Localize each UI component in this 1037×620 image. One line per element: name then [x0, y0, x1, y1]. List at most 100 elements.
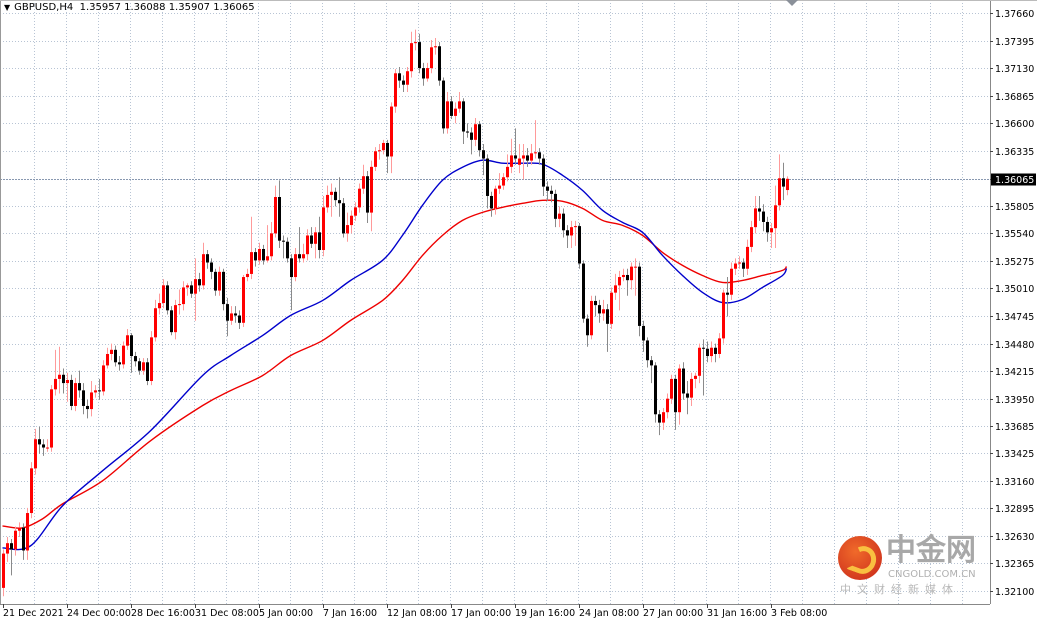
open-value: 1.35957 — [79, 2, 121, 13]
candle — [106, 347, 109, 369]
candle-body — [362, 176, 365, 189]
candle — [414, 29, 417, 51]
candle-body — [610, 292, 613, 324]
candle-body — [366, 176, 369, 213]
candle-body — [182, 287, 185, 305]
candle — [750, 220, 753, 253]
candle — [274, 185, 277, 238]
ma-fast-line — [2, 159, 788, 551]
price-label: 1.33425 — [995, 449, 1034, 460]
candle-body — [258, 248, 261, 261]
candle-body — [758, 208, 761, 212]
candle-body — [574, 226, 577, 228]
candle — [654, 362, 657, 423]
candle — [390, 102, 393, 174]
candle-body — [634, 266, 637, 268]
candle — [574, 220, 577, 246]
candle-body — [38, 439, 41, 445]
candle-body — [786, 178, 789, 191]
candle-body — [698, 347, 701, 376]
candle — [598, 299, 601, 323]
candle-body — [394, 73, 397, 107]
candle-body — [70, 379, 73, 406]
candle — [554, 189, 557, 228]
candle — [322, 195, 325, 257]
candle — [370, 160, 373, 232]
price-axis[interactable]: 1.37660 1.37395 1.37130 1.36865 1.36600 1.363… — [990, 9, 1036, 598]
candle — [410, 31, 413, 78]
candle-body — [602, 309, 605, 314]
candle-body — [694, 375, 697, 379]
candle — [330, 183, 333, 217]
candle — [482, 143, 485, 176]
time-label: 28 Dec 16:00 — [131, 608, 195, 619]
candle — [590, 295, 593, 340]
candle — [230, 306, 233, 325]
candle-body — [690, 378, 693, 398]
time-axis[interactable]: 21 Dec 2021 24 Dec 00:00 28 Dec 16:00 31 De… — [3, 604, 827, 619]
candle — [650, 356, 653, 384]
candle-body — [746, 246, 749, 269]
candle — [618, 270, 621, 311]
candle-body — [518, 158, 521, 165]
candle-body — [678, 368, 681, 413]
candle — [270, 221, 273, 261]
candle-body — [590, 300, 593, 336]
candle — [318, 216, 321, 259]
candle-body — [454, 108, 457, 116]
candle — [462, 98, 465, 144]
candle — [506, 154, 509, 182]
candle — [134, 351, 137, 367]
dropdown-triangle-icon[interactable]: ▼ — [4, 3, 11, 12]
candle — [338, 177, 341, 217]
candle-body — [766, 221, 769, 233]
candle-body — [614, 285, 617, 293]
candle — [478, 121, 481, 157]
candle — [630, 262, 633, 290]
candle — [446, 92, 449, 134]
candle-body — [466, 131, 469, 133]
candle — [174, 299, 177, 340]
candle — [466, 123, 469, 138]
candle — [58, 346, 61, 394]
candle-body — [498, 185, 501, 189]
candle — [742, 258, 745, 278]
candle-body — [110, 349, 113, 354]
candle — [206, 250, 209, 269]
candle-body — [206, 254, 209, 263]
candle-body — [194, 279, 197, 294]
candle-body — [178, 304, 181, 306]
candle-body — [214, 271, 217, 291]
candle-body — [278, 197, 281, 241]
price-label: 1.32365 — [995, 559, 1034, 570]
candle-body — [770, 228, 773, 233]
candle-body — [754, 208, 757, 228]
candle — [50, 385, 53, 452]
candle — [258, 242, 261, 265]
candle — [638, 262, 641, 337]
candle — [514, 128, 517, 165]
candle — [670, 374, 673, 404]
candle-body — [426, 68, 429, 79]
candle — [642, 320, 645, 352]
chart-shift-marker-icon[interactable] — [786, 0, 798, 6]
candle-body — [18, 527, 21, 531]
candle-body — [162, 285, 165, 304]
candle-body — [22, 527, 25, 551]
candle — [70, 374, 73, 411]
candle-body — [210, 262, 213, 272]
candle-body — [82, 390, 85, 406]
candle — [430, 40, 433, 74]
candle-body — [398, 73, 401, 81]
candle — [126, 329, 129, 350]
candle — [674, 374, 677, 430]
candle — [118, 356, 121, 371]
candle-body — [670, 378, 673, 399]
candle-body — [546, 186, 549, 191]
candle — [614, 273, 617, 300]
candle-body — [42, 444, 45, 448]
candle-body — [246, 273, 249, 278]
candle-body — [638, 266, 641, 326]
candle-body — [66, 379, 69, 384]
